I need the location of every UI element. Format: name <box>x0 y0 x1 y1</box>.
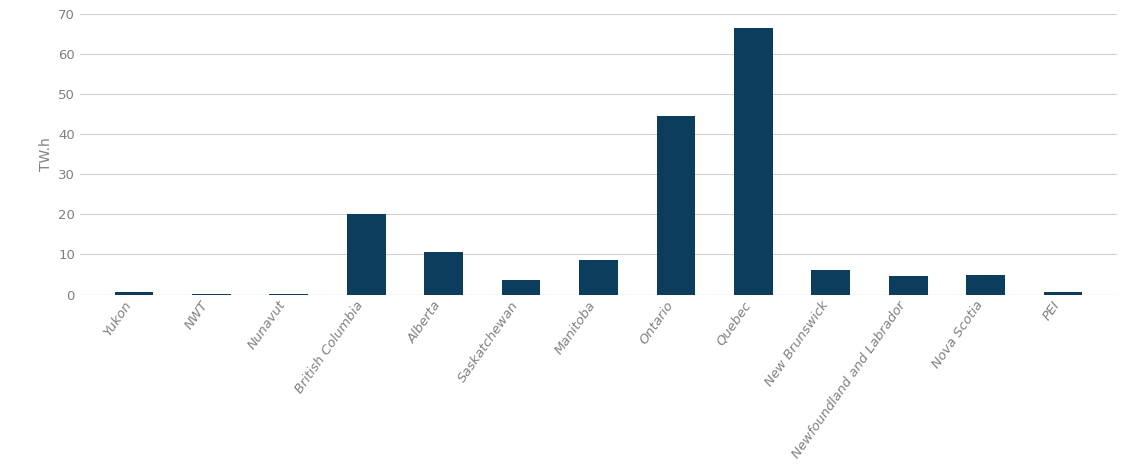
Bar <box>347 214 385 294</box>
Bar <box>889 276 928 294</box>
Y-axis label: TW.h: TW.h <box>39 137 52 171</box>
Bar <box>424 253 463 294</box>
Bar <box>1043 292 1082 294</box>
Bar <box>502 280 540 294</box>
Bar <box>579 260 618 294</box>
Bar <box>967 276 1005 294</box>
Bar <box>657 116 695 294</box>
Bar <box>115 292 154 294</box>
Bar <box>812 270 850 294</box>
Bar <box>734 28 773 294</box>
